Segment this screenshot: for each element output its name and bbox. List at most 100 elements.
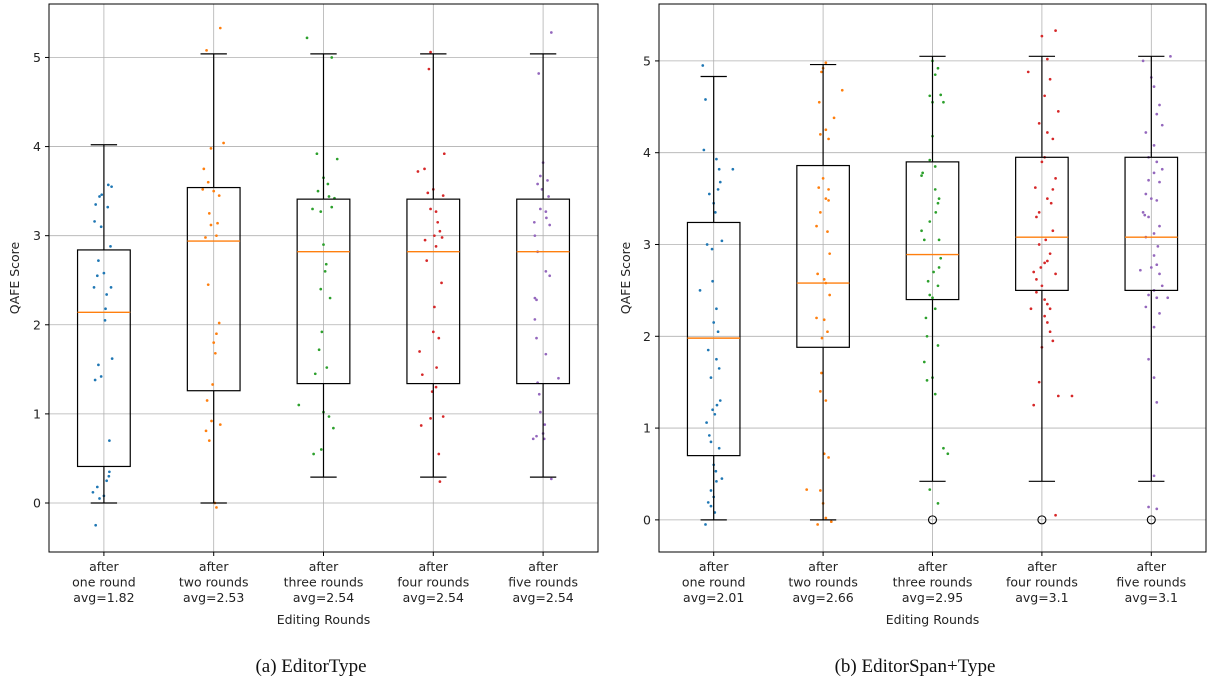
data-point	[216, 221, 219, 225]
data-point	[99, 225, 103, 229]
y-tick-label: 1	[643, 421, 651, 436]
data-point	[325, 366, 329, 369]
data-point	[537, 72, 541, 75]
outlier-marker	[1037, 515, 1047, 525]
x-tick-label: avg=2.54	[293, 590, 354, 605]
data-point	[1152, 232, 1156, 235]
data-point	[328, 296, 332, 300]
data-point	[936, 344, 940, 347]
data-point	[934, 211, 938, 214]
x-tick-label: avg=1.82	[73, 590, 134, 605]
data-point	[1149, 197, 1153, 200]
data-point	[920, 174, 923, 178]
data-point	[1043, 94, 1046, 98]
data-point	[319, 210, 323, 213]
data-point	[702, 148, 706, 152]
data-point	[1141, 211, 1145, 214]
data-point	[207, 212, 211, 215]
outlier-marker	[927, 515, 938, 525]
data-point	[805, 488, 809, 491]
data-point	[1032, 270, 1036, 274]
data-point	[1046, 302, 1049, 306]
data-point	[936, 201, 940, 205]
data-point	[1147, 293, 1150, 297]
panel-caption: (a) EditorType	[255, 656, 366, 677]
data-point	[425, 259, 429, 262]
data-point	[217, 321, 221, 325]
data-point	[933, 188, 937, 191]
data-point	[1046, 57, 1049, 61]
data-point	[97, 363, 100, 367]
data-point	[322, 243, 325, 246]
data-point	[110, 185, 113, 189]
x-tick-label: one round	[682, 575, 746, 590]
data-point	[205, 48, 208, 52]
data-point	[215, 332, 218, 336]
data-point	[1147, 215, 1150, 219]
data-point	[832, 116, 836, 120]
data-point	[441, 415, 445, 418]
data-point	[204, 429, 208, 433]
data-point	[1152, 474, 1156, 478]
data-point	[95, 485, 99, 489]
data-point	[824, 516, 828, 520]
data-point	[1054, 272, 1057, 276]
data-point	[330, 205, 334, 209]
data-point	[107, 474, 111, 478]
data-point	[1051, 137, 1055, 141]
data-point	[1043, 298, 1046, 301]
data-point	[535, 434, 538, 438]
data-point	[1155, 199, 1159, 202]
data-point	[535, 336, 538, 340]
data-point	[828, 293, 832, 297]
data-point	[1152, 376, 1156, 379]
data-point	[709, 440, 713, 444]
x-tick-label: avg=2.01	[683, 590, 744, 605]
data-point	[816, 272, 819, 276]
data-point	[95, 274, 99, 278]
data-point	[936, 66, 940, 70]
data-point	[932, 270, 935, 274]
data-point	[815, 316, 818, 320]
data-point	[1147, 357, 1150, 361]
data-point	[1143, 213, 1147, 217]
data-point	[441, 194, 445, 197]
data-point	[109, 286, 113, 289]
outlier-marker	[1146, 515, 1156, 525]
y-axis-ticks: 0 1 2 3 4 5	[33, 50, 49, 510]
y-tick-label: 0	[33, 495, 41, 510]
data-point	[433, 305, 436, 309]
data-point	[434, 210, 438, 213]
data-point	[533, 234, 537, 238]
data-point	[715, 307, 718, 311]
data-point	[731, 167, 735, 171]
x-tick-label: four rounds	[1006, 575, 1078, 590]
data-point	[426, 191, 430, 195]
data-point	[1051, 188, 1055, 191]
data-point	[204, 236, 207, 239]
data-point	[1158, 180, 1161, 184]
data-point	[1144, 192, 1148, 196]
data-point	[1051, 339, 1055, 343]
data-point	[720, 239, 724, 243]
data-point	[543, 423, 547, 426]
data-point	[710, 247, 714, 251]
data-point	[97, 259, 100, 262]
data-point	[826, 230, 829, 233]
x-tick-label: five rounds	[508, 575, 578, 590]
x-tick-label: avg=2.54	[403, 590, 464, 605]
data-point	[714, 469, 718, 473]
data-point	[1144, 305, 1148, 309]
data-point	[713, 211, 717, 214]
data-point	[928, 94, 932, 98]
data-point	[316, 189, 320, 193]
x-tick-label: avg=3.1	[1015, 590, 1068, 605]
data-point	[418, 350, 421, 353]
data-point	[1035, 290, 1038, 294]
box-plot	[296, 53, 351, 478]
data-point	[928, 158, 932, 162]
data-point	[706, 348, 710, 352]
data-point	[1056, 394, 1060, 398]
data-point	[211, 383, 214, 386]
